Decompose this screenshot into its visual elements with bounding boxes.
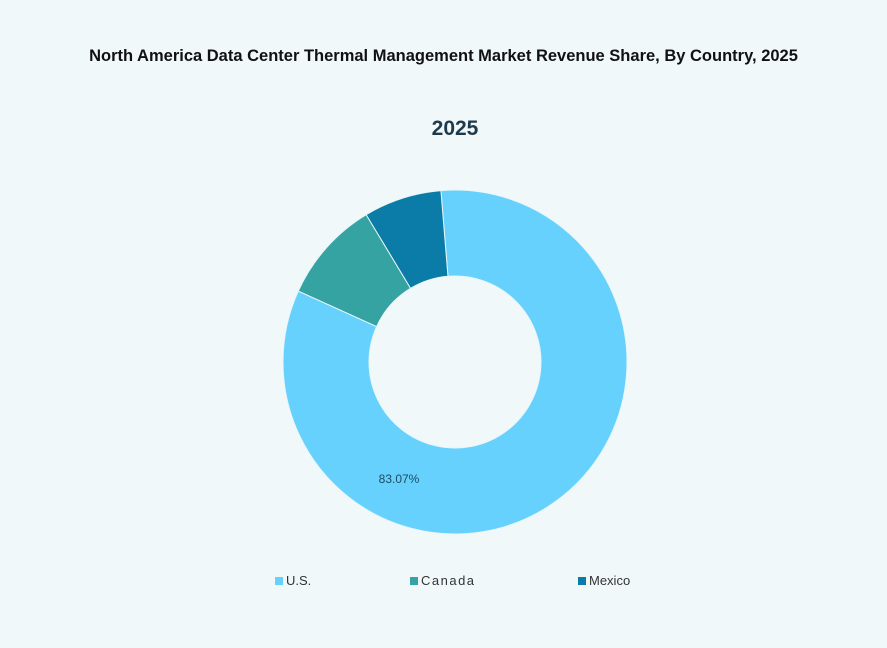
legend-label-us: U.S. [286, 573, 312, 588]
chart-subtitle: 2025 [431, 117, 479, 140]
legend-swatch-us [275, 576, 283, 585]
slice-mexico[interactable] [365, 190, 449, 290]
legend-item-mexico[interactable]: Mexico [578, 573, 630, 588]
slice-us[interactable] [282, 189, 628, 535]
legend-label-mexico: Mexico [589, 573, 631, 588]
legend-swatch-mexico [578, 576, 586, 585]
legend-item-canada[interactable]: Canada [410, 573, 476, 588]
legend-label-canada: Canada [421, 573, 476, 588]
legend-swatch-canada [410, 576, 418, 585]
chart-title: North America Data Center Thermal Manage… [89, 47, 798, 65]
data-label-us: 83.07% [379, 472, 420, 486]
legend-item-us[interactable]: U.S. [275, 573, 311, 588]
